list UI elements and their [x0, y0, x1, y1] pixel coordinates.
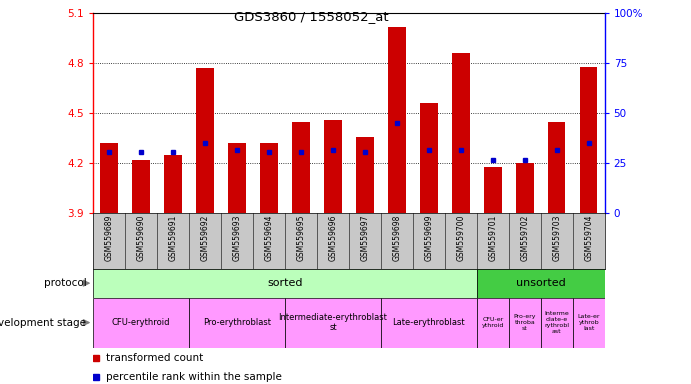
Bar [100, 143, 118, 213]
Text: GDS3860 / 1558052_at: GDS3860 / 1558052_at [234, 10, 388, 23]
Text: GSM559700: GSM559700 [456, 215, 465, 261]
Bar [477, 269, 605, 298]
Bar [388, 27, 406, 213]
Text: sorted: sorted [267, 278, 303, 288]
Text: GSM559702: GSM559702 [520, 215, 529, 261]
Text: Late-er
ythrob
last: Late-er ythrob last [578, 314, 600, 331]
Text: GSM559696: GSM559696 [328, 215, 337, 261]
Text: percentile rank within the sample: percentile rank within the sample [106, 372, 282, 382]
Bar [381, 298, 477, 348]
Bar [452, 53, 470, 213]
Text: Pro-erythroblast: Pro-erythroblast [203, 318, 271, 327]
Text: Pro-ery
throba
st: Pro-ery throba st [513, 314, 536, 331]
Bar [93, 269, 477, 298]
Text: unsorted: unsorted [516, 278, 565, 288]
Text: Interme
diate-e
rythrobl
ast: Interme diate-e rythrobl ast [545, 311, 569, 334]
Text: development stage: development stage [0, 318, 86, 328]
Bar [356, 137, 374, 213]
Bar [484, 167, 502, 213]
Text: GSM559690: GSM559690 [137, 215, 146, 261]
Text: GSM559698: GSM559698 [392, 215, 401, 261]
Bar [420, 103, 437, 213]
Bar [477, 298, 509, 348]
Bar [285, 298, 381, 348]
Text: GSM559692: GSM559692 [200, 215, 209, 261]
Text: GSM559699: GSM559699 [424, 215, 433, 261]
Bar [580, 67, 598, 213]
Text: GSM559695: GSM559695 [296, 215, 305, 261]
Text: GSM559693: GSM559693 [233, 215, 242, 261]
Bar [573, 298, 605, 348]
Text: GSM559697: GSM559697 [361, 215, 370, 261]
Text: CFU-er
ythroid: CFU-er ythroid [482, 317, 504, 328]
Text: GSM559701: GSM559701 [489, 215, 498, 261]
Text: Late-erythroblast: Late-erythroblast [392, 318, 465, 327]
Text: CFU-erythroid: CFU-erythroid [112, 318, 171, 327]
Text: GSM559694: GSM559694 [265, 215, 274, 261]
Bar [164, 155, 182, 213]
Bar [540, 298, 573, 348]
Bar [324, 120, 342, 213]
Bar [292, 122, 310, 213]
Text: GSM559689: GSM559689 [105, 215, 114, 261]
Text: protocol: protocol [44, 278, 86, 288]
Bar [189, 298, 285, 348]
Bar [228, 143, 246, 213]
Bar [548, 122, 565, 213]
Text: Intermediate-erythroblast
st: Intermediate-erythroblast st [278, 313, 388, 332]
Bar [196, 68, 214, 213]
Text: transformed count: transformed count [106, 353, 203, 363]
Text: GSM559703: GSM559703 [552, 215, 561, 261]
Bar [261, 143, 278, 213]
Bar [516, 163, 533, 213]
Bar [133, 160, 150, 213]
Text: GSM559704: GSM559704 [584, 215, 593, 261]
Bar [509, 298, 540, 348]
Bar [93, 298, 189, 348]
Text: GSM559691: GSM559691 [169, 215, 178, 261]
